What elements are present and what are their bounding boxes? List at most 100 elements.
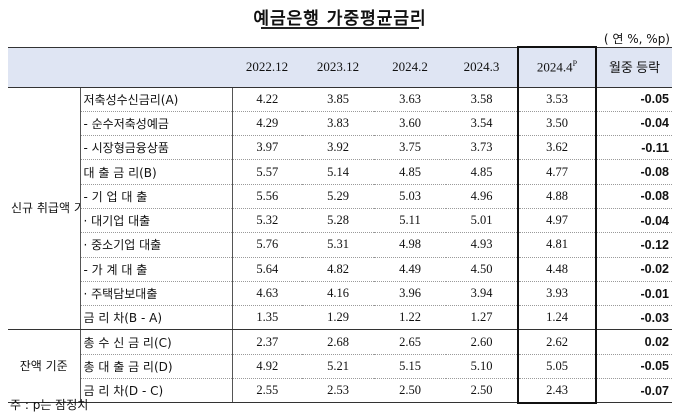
row-label: · 주택담보대출 (79, 281, 233, 307)
column-header: 2023.12 (302, 47, 374, 88)
rate-cell: 5.10 (446, 354, 518, 380)
row-label: 금 리 차(B - A) (79, 305, 233, 331)
rate-cell: 4.49 (374, 257, 446, 282)
rate-cell: 3.83 (302, 111, 374, 137)
rate-cell: 3.63 (374, 87, 446, 112)
rate-cell: 2.37 (232, 329, 302, 355)
title-underline (261, 27, 419, 29)
row-label: · 대기업 대출 (79, 208, 233, 234)
rate-cell: 5.28 (302, 208, 374, 234)
table-row: 신규 취급액 기준저축성수신금리(A)4.223.853.633.583.53-… (8, 87, 672, 331)
rate-cell: 5.32 (232, 208, 302, 234)
rate-cell: 4.50 (446, 257, 518, 282)
highlight-rate-cell: 4.48 (517, 257, 597, 282)
highlight-rate-cell: 3.93 (517, 281, 597, 307)
rate-cell: 3.96 (374, 281, 446, 307)
rate-cell: 5.57 (232, 159, 302, 185)
rate-cell: 3.92 (302, 135, 374, 161)
rate-cell: 4.22 (232, 87, 302, 112)
page-title: 예금은행 가중평균금리 (253, 9, 427, 29)
rate-cell: 5.64 (232, 257, 302, 282)
rate-cell: 3.60 (374, 111, 446, 137)
table-row: · 중소기업 대출 5.76 5.31 4.98 4.93 4.81 -0.12 (8, 232, 672, 258)
rate-cell: 3.73 (446, 135, 518, 161)
highlight-rate-cell: 3.62 (517, 135, 597, 161)
highlight-rate-cell: 4.88 (517, 184, 597, 209)
row-label: - 기 업 대 출 (79, 184, 233, 209)
rate-cell: 3.97 (232, 135, 302, 161)
rate-cell: 3.85 (302, 87, 374, 112)
rate-cell: 2.50 (446, 378, 518, 404)
rate-cell: 5.03 (374, 184, 446, 209)
highlight-rate-cell: 3.50 (517, 111, 597, 137)
monthly-change-cell: 0.02 (596, 329, 672, 355)
rate-cell: 5.01 (446, 208, 518, 234)
table-row: 금 리 차(D - C) 2.55 2.53 2.50 2.50 2.43 -0.07 (8, 378, 672, 404)
table-row: - 가 계 대 출 5.64 4.82 4.49 4.50 4.48 -0.02 (8, 257, 672, 282)
row-label: 금 리 차(D - C) (79, 378, 233, 404)
highlight-rate-cell: 1.24 (517, 305, 597, 331)
rate-cell: 3.58 (446, 87, 518, 112)
rate-cell: 5.31 (302, 232, 374, 258)
interest-rate-table: 2022.12 2023.12 2024.2 2024.3 2024.4P 월중… (8, 46, 672, 404)
rate-cell: 2.50 (374, 378, 446, 404)
highlight-rate-cell: 4.81 (517, 232, 597, 258)
monthly-change-cell: -0.04 (596, 208, 672, 234)
rate-cell: 4.63 (232, 281, 302, 307)
monthly-change-cell: -0.03 (596, 305, 672, 331)
rate-cell: 4.29 (232, 111, 302, 137)
rate-cell: 4.85 (374, 159, 446, 185)
rate-cell: 3.54 (446, 111, 518, 137)
highlight-rate-cell: 4.97 (517, 208, 597, 234)
rate-cell: 5.14 (302, 159, 374, 185)
row-label: - 가 계 대 출 (79, 257, 233, 282)
table-row: · 주택담보대출 4.63 4.16 3.96 3.94 3.93 -0.01 (8, 281, 672, 307)
rate-cell: 4.16 (302, 281, 374, 307)
rate-cell: 2.68 (302, 329, 374, 355)
rate-cell: 5.29 (302, 184, 374, 209)
header-blank (8, 47, 232, 88)
rate-cell: 4.96 (446, 184, 518, 209)
table-row: 잔액 기준 총 수 신 금 리(C) 2.37 2.68 2.65 2.60 2.62 0.0… (8, 329, 672, 404)
header-row: 2022.12 2023.12 2024.2 2024.3 2024.4P 월중… (8, 46, 672, 88)
row-label: 대 출 금 리(B) (79, 159, 233, 185)
rate-cell: 5.76 (232, 232, 302, 258)
highlight-rate-cell: 2.62 (517, 329, 597, 355)
table-row: · 대기업 대출 5.32 5.28 5.11 5.01 4.97 -0.04 (8, 208, 672, 234)
row-label: 저축성수신금리(A) (79, 87, 233, 112)
rate-cell: 3.75 (374, 135, 446, 161)
rate-cell: 4.98 (374, 232, 446, 258)
table-row: - 순수저축성예금 4.29 3.83 3.60 3.54 3.50 -0.04 (8, 111, 672, 137)
monthly-change-cell: -0.01 (596, 281, 672, 307)
rate-cell: 1.22 (374, 305, 446, 331)
row-label: - 시장형금융상품 (79, 135, 233, 161)
category-new-loans: 신규 취급액 기준 (8, 87, 80, 331)
table-row: - 시장형금융상품 3.97 3.92 3.75 3.73 3.62 -0.11 (8, 135, 672, 161)
rate-cell: 4.92 (232, 354, 302, 380)
column-header: 2024.3 (446, 47, 518, 88)
rate-cell: 5.11 (374, 208, 446, 234)
rate-cell: 5.21 (302, 354, 374, 380)
monthly-change-cell: -0.05 (596, 87, 672, 112)
rate-cell: 4.82 (302, 257, 374, 282)
highlight-rate-cell: 5.05 (517, 354, 597, 380)
row-label: 총 대 출 금 리(D) (79, 354, 233, 380)
monthly-change-cell: -0.07 (596, 378, 672, 404)
monthly-change-cell: -0.08 (596, 184, 672, 209)
row-label: 총 수 신 금 리(C) (79, 329, 233, 355)
rate-cell: 5.15 (374, 354, 446, 380)
table-row: 총 대 출 금 리(D) 4.92 5.21 5.15 5.10 5.05 -0.05 (8, 354, 672, 380)
footnote: 주 : p는 잠정치 (10, 398, 89, 412)
table-row: - 기 업 대 출 5.56 5.29 5.03 4.96 4.88 -0.08 (8, 184, 672, 209)
monthly-change-cell: -0.11 (596, 135, 672, 161)
category-balance: 잔액 기준 (8, 329, 80, 404)
column-header: 2022.12 (232, 47, 302, 88)
rate-cell: 1.29 (302, 305, 374, 331)
rate-cell: 2.60 (446, 329, 518, 355)
provisional-mark: P (572, 59, 578, 69)
rate-cell: 1.35 (232, 305, 302, 331)
rate-cell: 5.56 (232, 184, 302, 209)
monthly-change-cell: -0.08 (596, 159, 672, 185)
rate-cell: 2.55 (232, 378, 302, 404)
monthly-change-cell: -0.04 (596, 111, 672, 137)
